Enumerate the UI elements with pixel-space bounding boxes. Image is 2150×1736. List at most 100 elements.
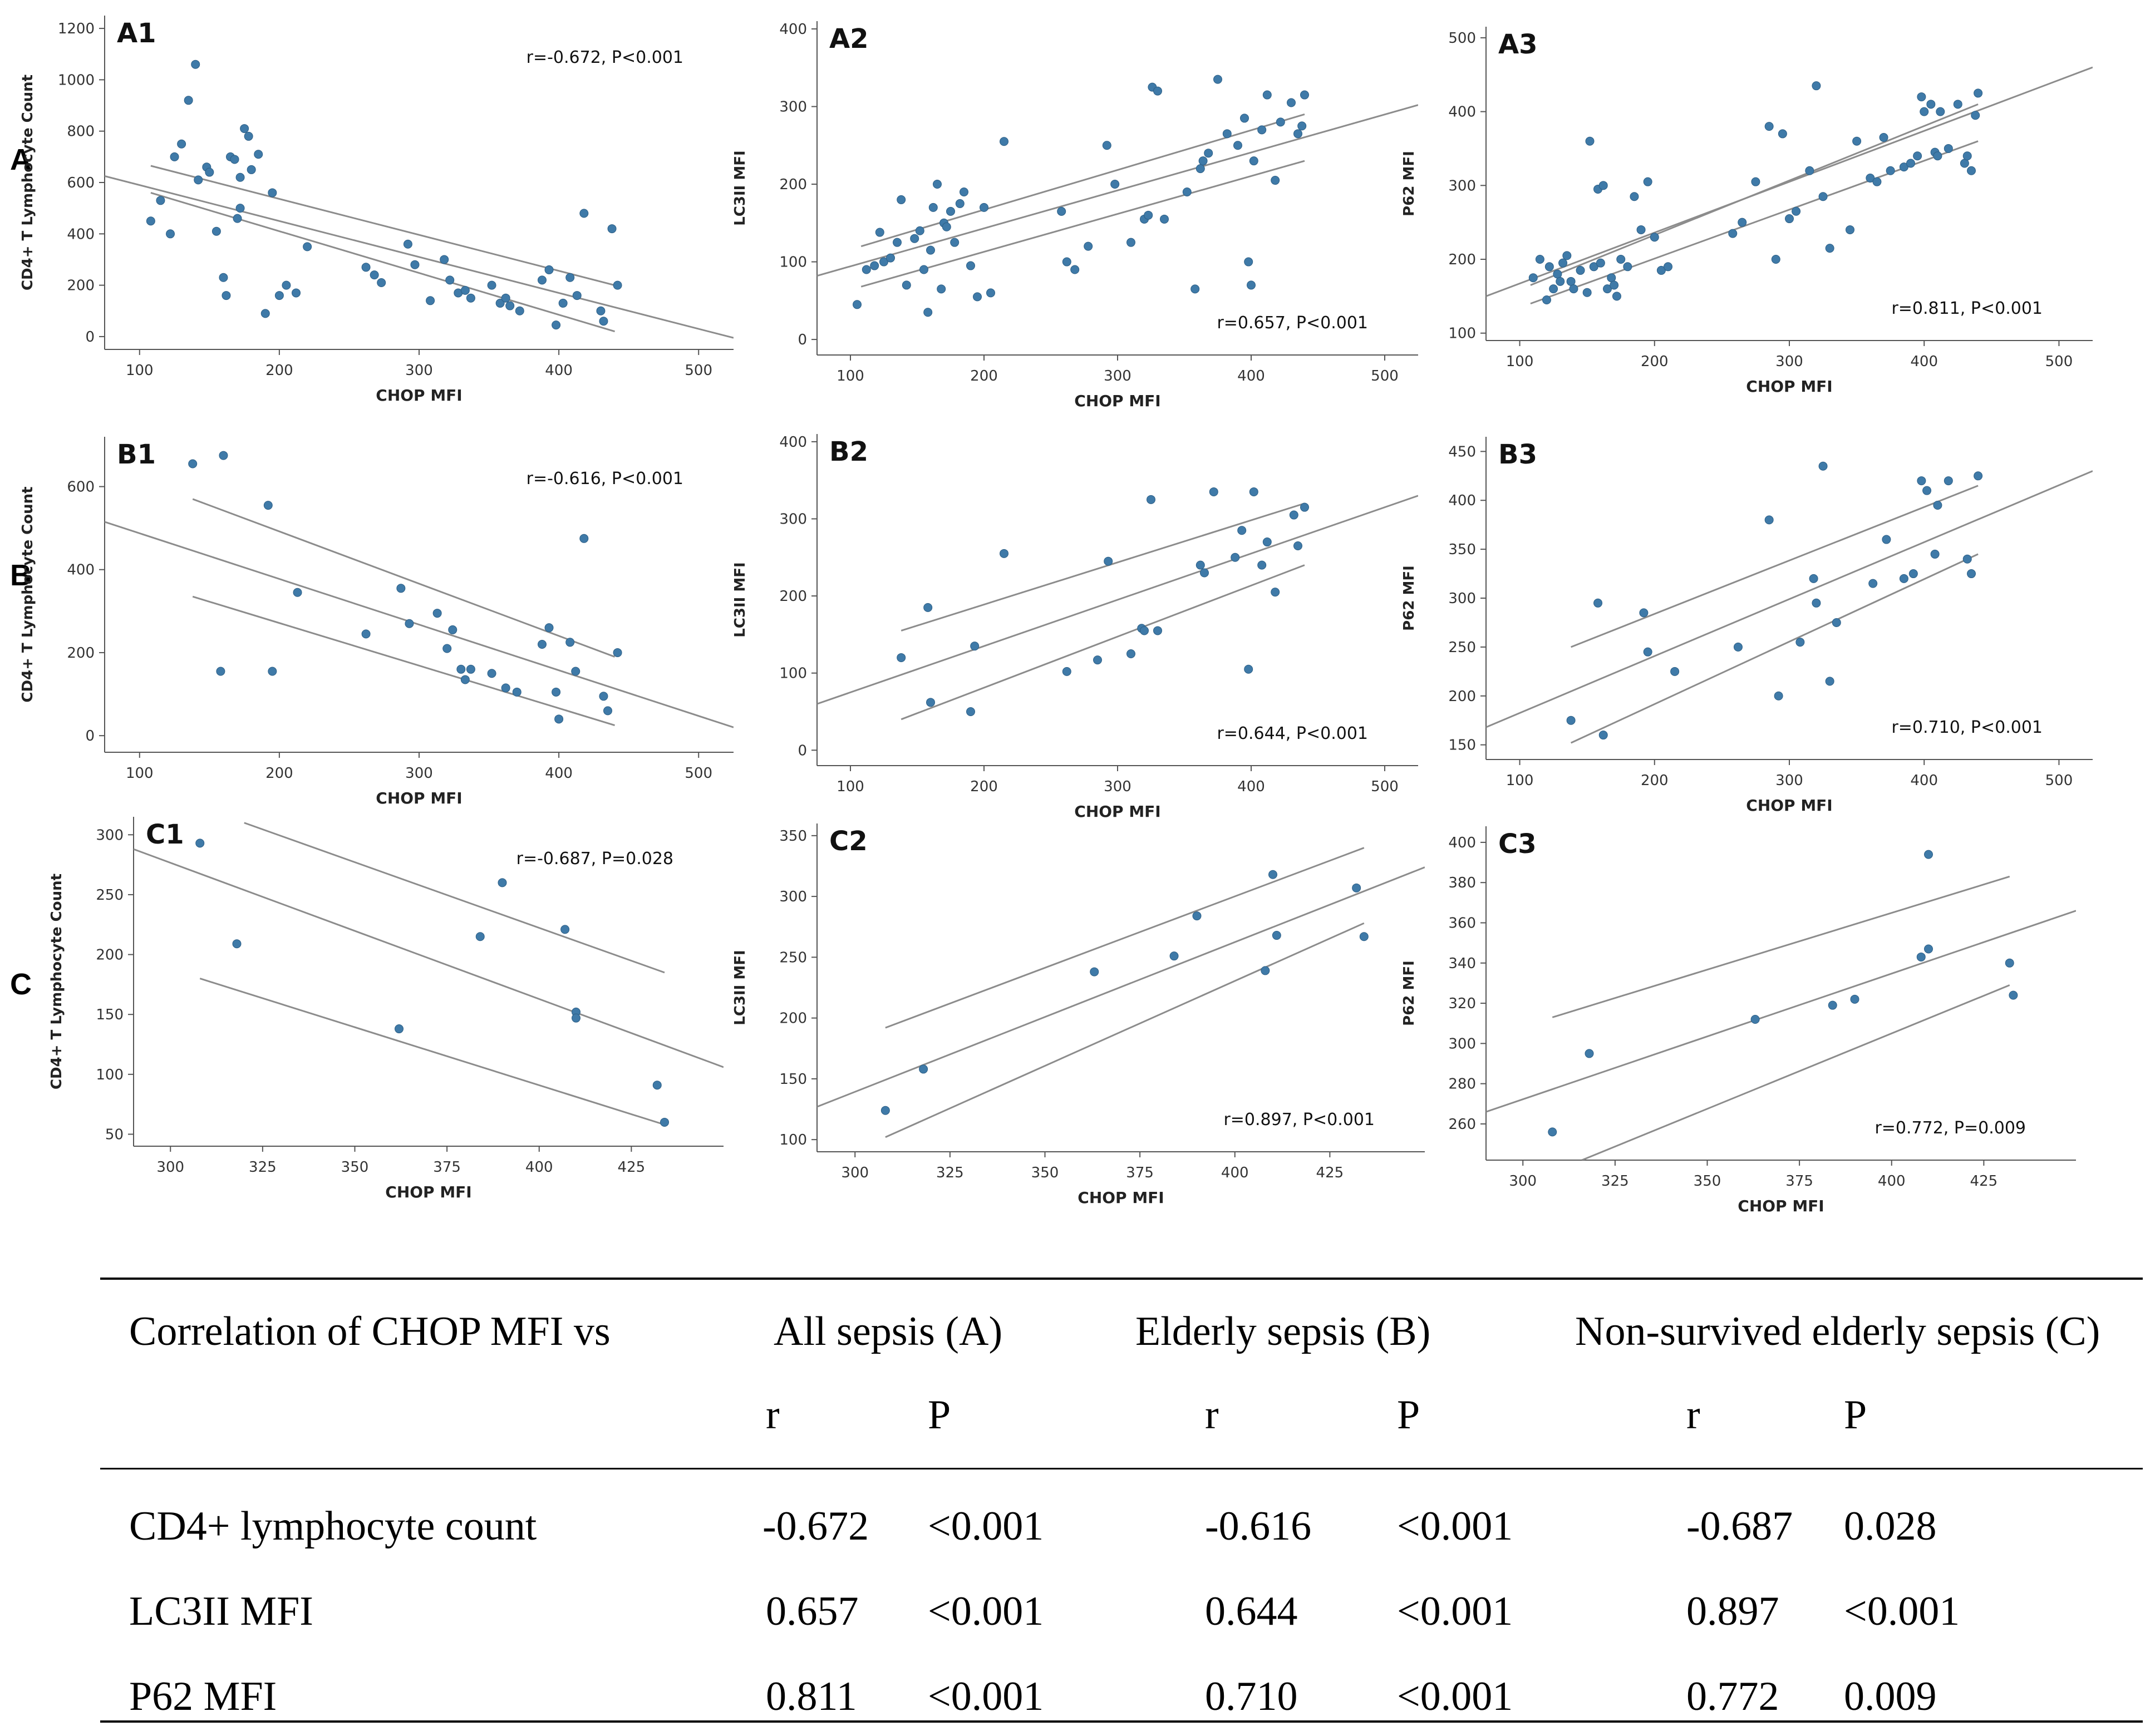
data-point bbox=[1126, 238, 1135, 247]
x-tick-label: 325 bbox=[249, 1159, 277, 1176]
data-point bbox=[1962, 554, 1972, 564]
row-label-b: B bbox=[10, 559, 32, 592]
data-point bbox=[274, 291, 284, 300]
data-point bbox=[410, 260, 420, 269]
y-tick-label: 200 bbox=[779, 588, 807, 605]
data-point bbox=[919, 265, 928, 274]
y-axis-label: CD4+ T Lymphocyte Count bbox=[19, 75, 36, 290]
data-point bbox=[395, 1024, 404, 1034]
y-tick-label: 300 bbox=[779, 98, 807, 115]
data-point bbox=[1249, 156, 1258, 166]
cell-p62-r-b: 0.710 bbox=[1205, 1674, 1298, 1719]
data-point bbox=[396, 584, 406, 593]
cell-p62-r-c: 0.772 bbox=[1686, 1674, 1779, 1719]
data-point bbox=[1190, 284, 1200, 294]
data-point bbox=[405, 619, 414, 628]
data-point bbox=[926, 698, 935, 707]
data-point bbox=[1818, 192, 1828, 201]
y-tick-label: 350 bbox=[779, 828, 807, 845]
x-tick-label: 375 bbox=[1126, 1165, 1154, 1181]
y-tick-label: 1200 bbox=[58, 21, 95, 37]
data-point bbox=[240, 124, 249, 134]
data-point bbox=[1195, 560, 1205, 570]
y-axis-label: LC3II MFI bbox=[732, 562, 749, 637]
data-point bbox=[495, 298, 505, 308]
data-point bbox=[571, 667, 580, 676]
panel-label: C1 bbox=[146, 819, 184, 850]
data-point bbox=[1852, 136, 1862, 146]
data-point bbox=[1576, 265, 1585, 275]
data-point bbox=[460, 675, 470, 684]
data-point bbox=[1828, 1000, 1837, 1010]
subheader-p-c: P bbox=[1844, 1392, 1867, 1438]
data-point bbox=[1556, 277, 1565, 286]
table-mid-rule bbox=[100, 1468, 2143, 1469]
ci-upper-line bbox=[1530, 103, 1979, 286]
data-point bbox=[1960, 159, 1969, 168]
data-point bbox=[1240, 114, 1249, 123]
x-tick-label: 400 bbox=[545, 765, 573, 782]
group-header-all: All sepsis (A) bbox=[774, 1309, 1003, 1354]
data-point bbox=[1593, 598, 1603, 608]
y-tick-label: 100 bbox=[779, 254, 807, 271]
data-point bbox=[1774, 691, 1783, 701]
table-header-label: Correlation of CHOP MFI vs bbox=[129, 1309, 611, 1354]
cell-cd4-p-b: <0.001 bbox=[1397, 1503, 1513, 1549]
x-tick-label: 400 bbox=[1221, 1165, 1249, 1181]
y-axis-label: P62 MFI bbox=[1401, 151, 1418, 216]
data-point bbox=[599, 692, 608, 701]
group-header-elderly: Elderly sepsis (B) bbox=[1135, 1309, 1431, 1354]
data-point bbox=[572, 291, 582, 300]
ci-upper-line bbox=[244, 822, 665, 974]
x-tick-label: 300 bbox=[405, 765, 433, 782]
data-point bbox=[1596, 258, 1605, 268]
data-point bbox=[923, 308, 933, 317]
panel-label: B2 bbox=[829, 436, 868, 467]
x-tick-label: 350 bbox=[341, 1159, 369, 1176]
data-point bbox=[579, 534, 589, 543]
data-point bbox=[1104, 556, 1113, 566]
data-point bbox=[1549, 284, 1558, 294]
correlation-annotation: r=0.657, P<0.001 bbox=[1217, 313, 1368, 333]
fit-line bbox=[817, 104, 1418, 277]
x-tick-label: 500 bbox=[1371, 368, 1399, 384]
data-point bbox=[1926, 100, 1936, 109]
scatter-figure: 100 200 300 400 500020040060080010001200CHOP… bbox=[19, 16, 2093, 1215]
y-tick-label: 100 bbox=[1448, 326, 1476, 342]
x-tick-label: 500 bbox=[2045, 353, 2073, 370]
data-point bbox=[1535, 255, 1544, 264]
data-point bbox=[552, 320, 561, 330]
data-point bbox=[613, 280, 622, 290]
data-point bbox=[902, 280, 911, 290]
data-point bbox=[552, 687, 561, 697]
data-point bbox=[230, 155, 239, 164]
y-tick-label: 360 bbox=[1448, 915, 1476, 931]
data-point bbox=[1231, 553, 1240, 562]
data-point bbox=[1153, 626, 1162, 635]
data-point bbox=[973, 292, 982, 302]
x-tick-label: 100 bbox=[126, 765, 154, 782]
x-tick-label: 300 bbox=[156, 1159, 184, 1176]
data-point bbox=[1906, 159, 1915, 168]
data-point bbox=[1630, 192, 1639, 201]
x-tick-label: 400 bbox=[525, 1159, 553, 1176]
data-point bbox=[512, 687, 521, 697]
y-tick-label: 320 bbox=[1448, 995, 1476, 1012]
data-point bbox=[1899, 162, 1908, 172]
data-point bbox=[456, 664, 466, 674]
data-point bbox=[915, 226, 924, 235]
x-tick-label: 200 bbox=[1641, 353, 1669, 370]
y-axis-label: LC3II MFI bbox=[732, 950, 749, 1025]
y-tick-label: 300 bbox=[1448, 1035, 1476, 1052]
data-point bbox=[1598, 181, 1608, 190]
data-point bbox=[942, 222, 951, 231]
data-point bbox=[146, 216, 155, 226]
data-point bbox=[1882, 535, 1891, 544]
x-tick-label: 300 bbox=[1775, 353, 1803, 370]
cell-lc3ii-r-c: 0.897 bbox=[1686, 1589, 1779, 1634]
data-point bbox=[1805, 166, 1814, 175]
ci-lower-line bbox=[860, 160, 1305, 288]
panel-label: C2 bbox=[829, 826, 868, 857]
data-point bbox=[1144, 210, 1153, 220]
y-tick-label: 500 bbox=[1448, 30, 1476, 47]
